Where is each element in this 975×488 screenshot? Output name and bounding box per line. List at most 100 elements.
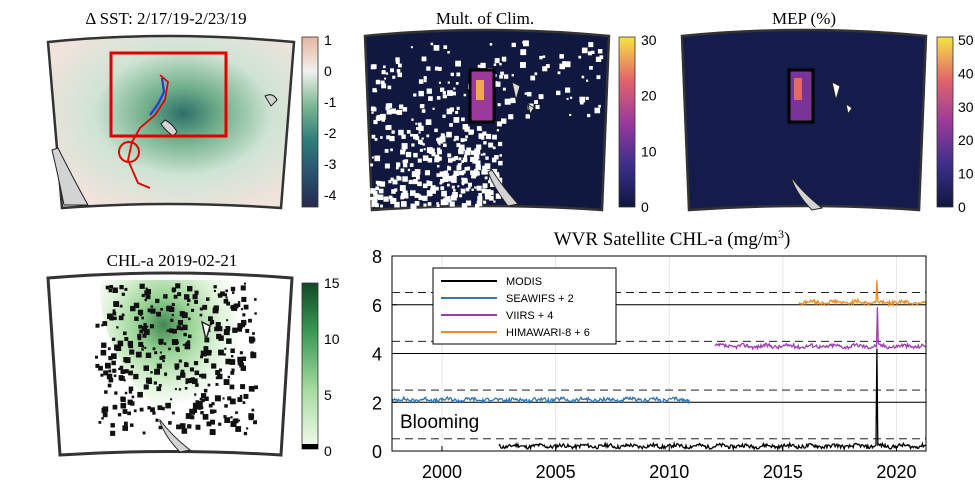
mult-colorbar-tick-label: 30 bbox=[641, 32, 657, 48]
mep-colorbar-tick-label: 10 bbox=[958, 166, 974, 182]
missing-pixel bbox=[156, 386, 162, 392]
missing-pixel bbox=[209, 350, 212, 353]
missing-pixel bbox=[374, 155, 381, 162]
missing-pixel bbox=[416, 127, 419, 130]
missing-pixel bbox=[211, 429, 215, 433]
missing-pixel bbox=[453, 117, 460, 123]
missing-pixel bbox=[204, 396, 209, 401]
missing-pixel bbox=[496, 172, 500, 176]
missing-pixel bbox=[585, 96, 589, 100]
missing-pixel bbox=[504, 98, 511, 105]
missing-pixel bbox=[105, 285, 110, 290]
sst-colorbar-tick-label: 1 bbox=[324, 32, 332, 48]
missing-pixel bbox=[595, 56, 602, 62]
mult-colorbar-tick-label: 0 bbox=[641, 199, 649, 215]
missing-pixel bbox=[208, 403, 213, 408]
missing-pixel bbox=[392, 179, 398, 185]
missing-pixel bbox=[462, 173, 465, 176]
missing-pixel bbox=[112, 309, 116, 313]
missing-pixel bbox=[171, 303, 175, 306]
missing-pixel bbox=[240, 285, 246, 291]
missing-pixel bbox=[401, 201, 407, 207]
missing-pixel bbox=[437, 156, 442, 161]
missing-pixel bbox=[478, 133, 485, 139]
missing-pixel bbox=[237, 356, 243, 362]
missing-pixel bbox=[414, 193, 420, 198]
missing-pixel bbox=[124, 287, 128, 291]
missing-pixel bbox=[100, 349, 107, 356]
missing-pixel bbox=[396, 61, 399, 64]
missing-pixel bbox=[188, 317, 191, 321]
missing-pixel bbox=[452, 174, 457, 179]
missing-pixel bbox=[440, 87, 445, 92]
chl-colorbar-ticks: 15 10 5 0 bbox=[324, 275, 340, 459]
missing-pixel bbox=[430, 42, 434, 46]
missing-pixel bbox=[139, 329, 144, 334]
missing-pixel bbox=[177, 320, 183, 326]
missing-pixel bbox=[458, 149, 462, 153]
missing-pixel bbox=[451, 185, 455, 189]
missing-pixel bbox=[411, 118, 414, 121]
missing-pixel bbox=[243, 431, 248, 436]
missing-pixel bbox=[443, 143, 447, 147]
missing-pixel bbox=[385, 125, 390, 130]
mep-bloom-core bbox=[794, 78, 802, 100]
missing-pixel bbox=[376, 114, 381, 119]
missing-pixel bbox=[200, 406, 204, 410]
missing-pixel bbox=[591, 50, 595, 54]
missing-pixel bbox=[443, 170, 447, 174]
missing-pixel bbox=[199, 313, 203, 317]
missing-pixel bbox=[386, 135, 391, 140]
missing-pixel bbox=[186, 303, 190, 306]
missing-pixel bbox=[218, 349, 224, 356]
missing-pixel bbox=[483, 200, 487, 204]
missing-pixel bbox=[185, 413, 192, 419]
missing-pixel bbox=[501, 118, 507, 124]
missing-pixel bbox=[565, 87, 571, 93]
missing-pixel bbox=[427, 158, 433, 163]
missing-pixel bbox=[123, 331, 127, 336]
missing-pixel bbox=[217, 326, 223, 332]
missing-pixel bbox=[202, 304, 208, 310]
missing-pixel bbox=[473, 172, 478, 177]
missing-pixel bbox=[184, 294, 190, 300]
ts-title-superscript: 3 bbox=[778, 227, 784, 241]
missing-pixel bbox=[233, 418, 239, 424]
missing-pixel bbox=[438, 143, 441, 146]
missing-pixel bbox=[462, 157, 468, 163]
missing-pixel bbox=[455, 110, 459, 114]
sst-colorbar-tick-label: 0 bbox=[324, 63, 332, 79]
missing-pixel bbox=[128, 386, 134, 391]
mult-panel: Mult. of Clim. 30 20 10 0 bbox=[363, 9, 657, 215]
missing-pixel bbox=[405, 151, 412, 158]
ts-x-tick-label: 2000 bbox=[422, 462, 462, 482]
missing-pixel bbox=[223, 415, 227, 419]
missing-pixel bbox=[143, 365, 149, 371]
missing-pixel bbox=[104, 390, 108, 394]
missing-pixel bbox=[391, 189, 396, 194]
missing-pixel bbox=[206, 421, 212, 427]
missing-pixel bbox=[214, 326, 219, 332]
missing-pixel bbox=[449, 123, 453, 127]
missing-pixel bbox=[218, 422, 222, 426]
chl-colorbar-zero bbox=[302, 444, 318, 449]
missing-pixel bbox=[181, 312, 188, 319]
missing-pixel bbox=[457, 185, 460, 188]
missing-pixel bbox=[108, 377, 114, 383]
missing-pixel bbox=[122, 425, 128, 431]
missing-pixel bbox=[124, 411, 127, 414]
missing-pixel bbox=[380, 113, 386, 120]
missing-pixel bbox=[402, 176, 408, 182]
missing-pixel bbox=[461, 177, 468, 184]
missing-pixel bbox=[176, 424, 181, 430]
missing-pixel bbox=[457, 163, 462, 167]
missing-pixel bbox=[417, 158, 422, 163]
missing-pixel bbox=[194, 370, 200, 376]
missing-pixel bbox=[241, 296, 247, 302]
missing-pixel bbox=[489, 43, 493, 46]
missing-pixel bbox=[418, 131, 421, 134]
missing-pixel bbox=[199, 373, 203, 378]
missing-pixel bbox=[421, 109, 426, 113]
missing-pixel bbox=[559, 63, 565, 70]
missing-pixel bbox=[436, 202, 439, 205]
